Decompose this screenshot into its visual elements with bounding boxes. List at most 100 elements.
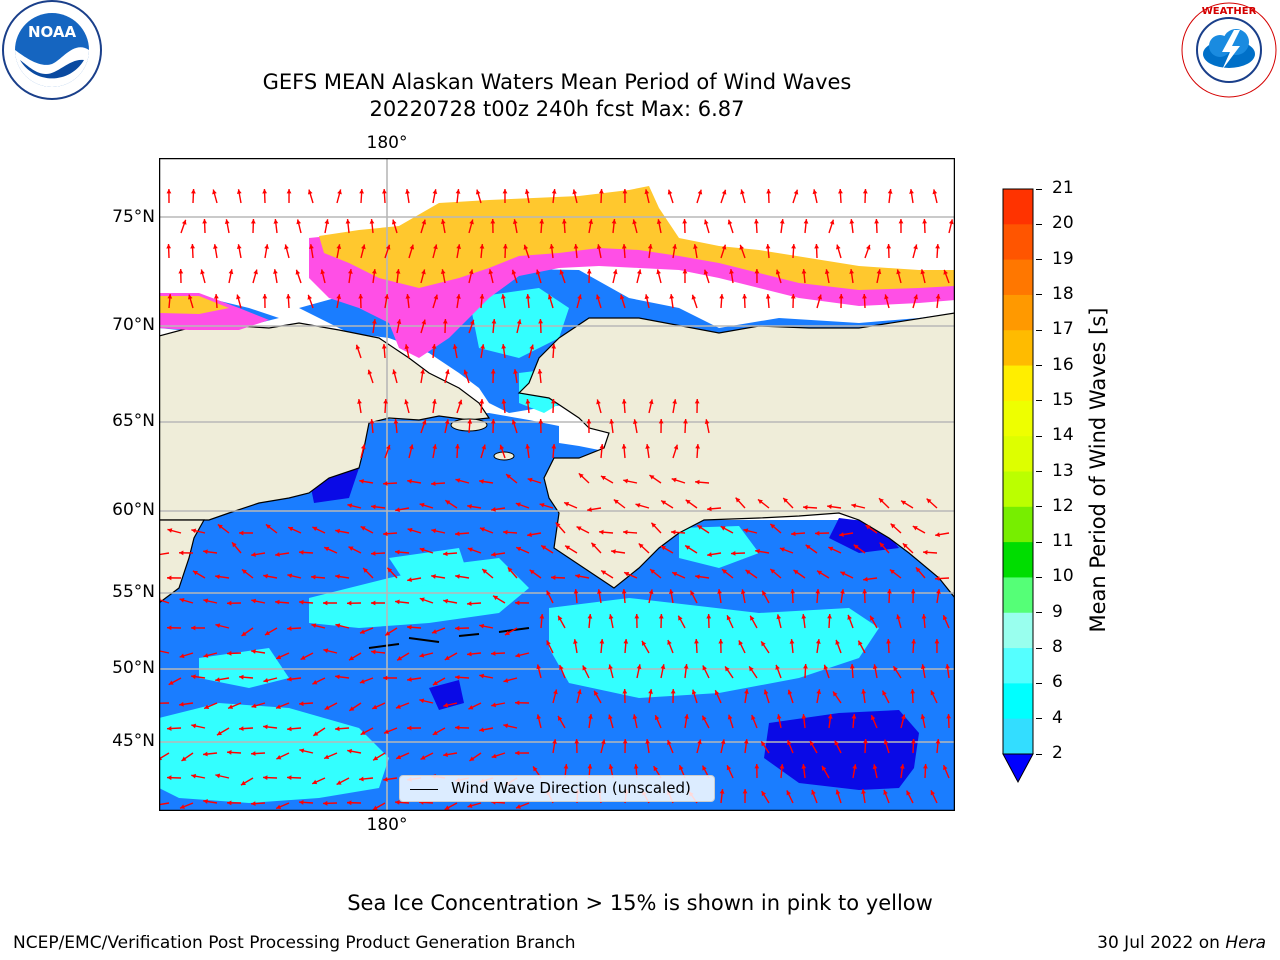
chart-subtitle: 20220728 t00z 240h fcst Max: 6.87	[369, 97, 745, 121]
wind-wave-arrowhead	[263, 724, 268, 730]
wind-wave-arrowhead	[683, 664, 689, 669]
wind-wave-arrowhead	[516, 319, 522, 325]
wind-wave-arrowhead	[178, 269, 184, 274]
wind-wave-arrowhead	[742, 789, 748, 794]
wind-wave-arrowhead	[444, 419, 450, 425]
wind-wave-arrowhead	[623, 639, 629, 644]
wind-wave-arrowhead	[803, 219, 809, 224]
wind-wave-arrowhead	[383, 481, 388, 486]
wind-wave-arrowhead	[371, 649, 376, 655]
wind-wave-arrowhead	[697, 739, 702, 745]
wind-wave-arrowhead	[491, 702, 497, 708]
wind-wave-arrowhead	[577, 294, 582, 300]
wind-wave-arrowhead	[623, 478, 629, 484]
wind-wave-arrowhead	[179, 597, 185, 603]
wind-wave-arrowhead	[419, 547, 425, 553]
wind-wave-arrowhead	[727, 219, 733, 225]
wind-wave-arrowhead	[861, 689, 867, 694]
wind-wave-arrowhead	[920, 269, 926, 275]
wind-wave-arrowhead	[361, 244, 366, 250]
wind-wave-arrowhead	[863, 576, 868, 582]
wind-wave-arrowhead	[551, 575, 556, 580]
wind-wave-arrowhead	[179, 550, 184, 556]
wind-wave-arrowhead	[622, 689, 628, 694]
wind-wave-arrowhead	[645, 739, 651, 744]
wind-wave-arrowhead	[538, 419, 544, 424]
wind-wave-arrowhead	[501, 294, 506, 299]
colorbar-tick-label: 8	[1052, 637, 1063, 658]
wind-wave-arrowhead	[227, 750, 232, 755]
wind-wave-arrowhead	[861, 789, 866, 794]
wind-wave-arrowhead	[619, 294, 625, 300]
wind-wave-arrowhead	[286, 294, 291, 299]
wind-wave-arrowhead	[181, 756, 187, 761]
wind-wave-arrowhead	[503, 529, 508, 535]
wind-wave-arrowhead	[754, 269, 760, 274]
wind-wave-arrowhead	[636, 269, 642, 275]
wind-wave-arrowhead	[668, 589, 674, 594]
wind-wave-arrowhead	[790, 589, 796, 594]
wind-wave-arrowhead	[408, 444, 414, 450]
wind-wave-arrowhead	[299, 599, 304, 605]
wind-wave-arrowhead	[682, 269, 688, 274]
wind-wave-arrowhead	[695, 444, 701, 449]
wind-wave-arrowhead	[419, 698, 425, 704]
wind-wave-arrowhead	[367, 369, 373, 375]
wind-wave-arrowhead	[863, 739, 868, 744]
wind-wave-arrowhead	[847, 614, 852, 620]
wind-wave-arrowhead	[553, 689, 558, 695]
wind-wave-arrowhead	[443, 551, 448, 557]
wind-wave-arrowhead	[682, 219, 688, 224]
lat-label-75: 75°N	[112, 207, 155, 227]
wind-wave-arrowhead	[347, 600, 352, 606]
wind-wave-arrowhead	[671, 529, 676, 535]
wind-wave-arrowhead	[539, 219, 545, 224]
wind-wave-arrowhead	[667, 639, 672, 645]
wind-wave-arrowhead	[801, 614, 807, 619]
wind-wave-arrowhead	[654, 715, 660, 721]
wind-wave-arrowhead	[491, 651, 496, 656]
wind-wave-arrowhead	[661, 500, 667, 505]
wind-wave-arrowhead	[725, 666, 730, 672]
wind-wave-arrowhead	[324, 546, 330, 552]
wind-wave-arrowhead	[296, 219, 302, 225]
wind-wave-arrowhead	[239, 726, 244, 731]
wind-wave-arrowhead	[827, 614, 832, 619]
colorbar-tick-label: 21	[1052, 178, 1074, 198]
wind-wave-arrowhead	[250, 219, 256, 224]
wind-wave-arrowhead	[469, 756, 475, 761]
wind-wave-arrowhead	[697, 189, 703, 195]
wind-wave-arrowhead	[672, 399, 677, 404]
wind-wave-arrowhead	[348, 546, 354, 551]
wind-wave-arrowhead	[215, 623, 221, 629]
wind-wave-arrowhead	[215, 574, 220, 580]
wind-wave-arrowhead	[455, 725, 460, 731]
wind-wave-arrowhead	[815, 639, 821, 644]
wind-wave-arrowhead	[879, 542, 885, 548]
wind-wave-arrowhead	[876, 269, 882, 275]
wind-wave-arrowhead	[865, 244, 871, 250]
wind-wave-arrowhead	[488, 269, 494, 275]
colorbar-tick-label: 16	[1052, 354, 1074, 375]
legend-label: Wind Wave Direction (unscaled)	[451, 779, 691, 797]
map-canvas	[158, 157, 956, 812]
wind-wave-arrowhead	[776, 614, 782, 620]
wind-wave-arrowhead	[575, 573, 581, 579]
colorbar-tick-label: 6	[1052, 672, 1063, 693]
wind-wave-arrowhead	[533, 766, 538, 772]
wind-wave-arrowhead	[658, 419, 664, 424]
colorbar-tick-mark	[1036, 647, 1042, 649]
wind-wave-arrowhead	[299, 799, 304, 805]
wind-wave-arrowhead	[887, 189, 893, 194]
wind-wave-arrowhead	[527, 532, 532, 537]
wind-wave-arrowhead	[883, 789, 888, 795]
wind-wave-arrowhead	[455, 625, 460, 631]
wind-wave-arrowhead	[392, 369, 397, 375]
colorbar-tick-label: 9	[1052, 601, 1063, 622]
wind-wave-arrowhead	[611, 549, 616, 554]
wind-wave-arrowhead	[276, 704, 282, 709]
wind-wave-arrowhead	[373, 755, 379, 761]
wind-wave-arrowhead	[287, 573, 293, 579]
wind-wave-arrowhead	[546, 590, 551, 596]
wind-wave-arrowhead	[535, 269, 541, 275]
